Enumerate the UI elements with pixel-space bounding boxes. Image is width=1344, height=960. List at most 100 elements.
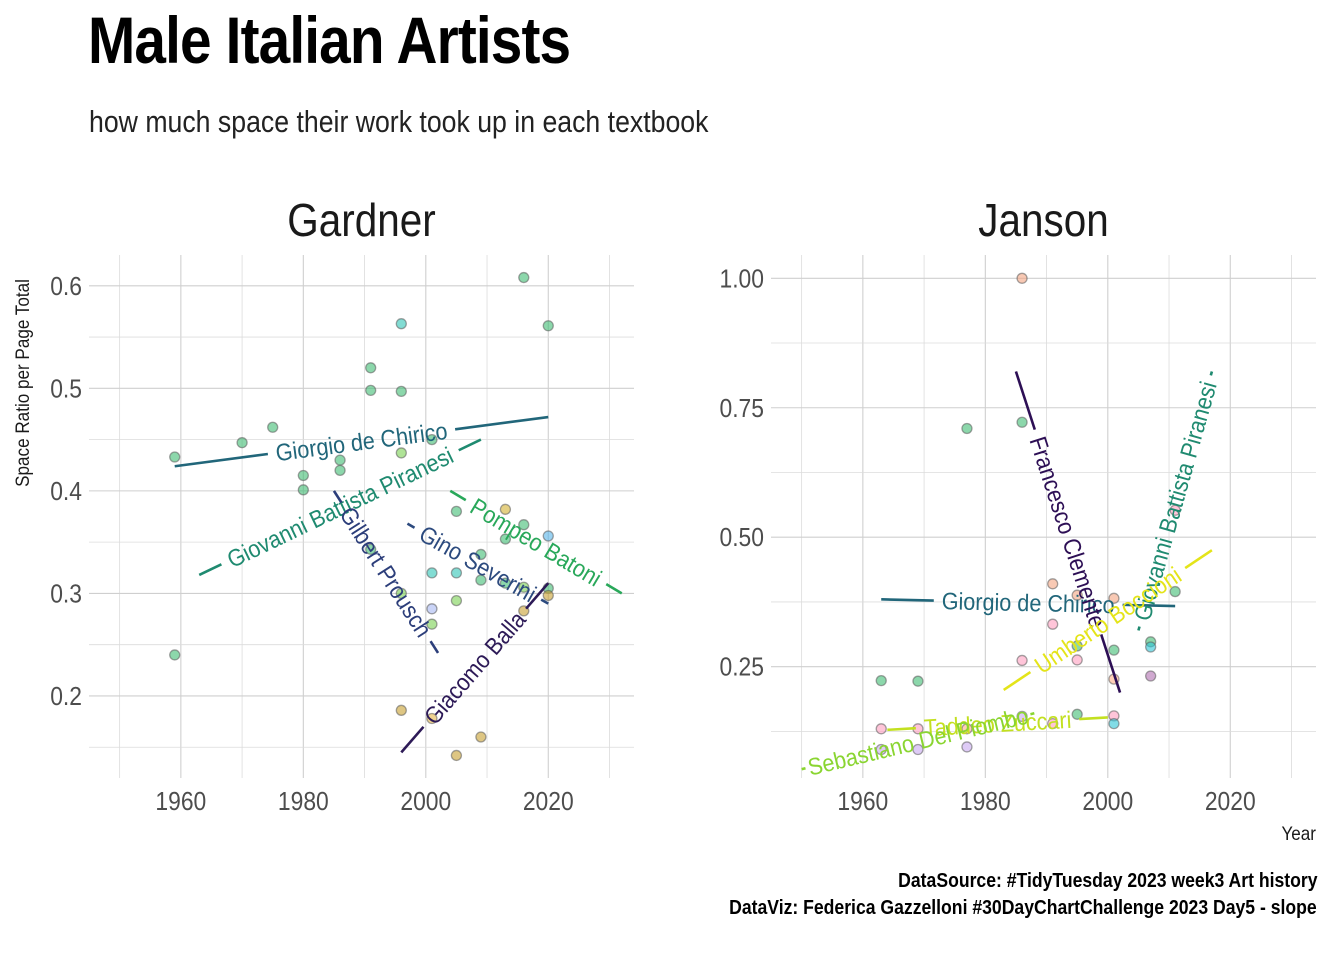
data-point bbox=[1047, 717, 1059, 730]
data-point bbox=[450, 567, 463, 579]
data-point bbox=[875, 674, 887, 687]
data-point bbox=[912, 743, 924, 756]
data-point bbox=[499, 577, 512, 589]
chart-title: Male Italian Artists bbox=[88, 3, 571, 77]
data-point bbox=[450, 594, 463, 607]
x-tick-label: 1980 bbox=[278, 788, 329, 817]
data-point bbox=[961, 422, 973, 435]
y-tick-label: 1.00 bbox=[720, 265, 764, 294]
data-point bbox=[1047, 578, 1059, 590]
slope-line bbox=[458, 438, 482, 452]
slope-line bbox=[540, 598, 549, 605]
data-point bbox=[875, 743, 887, 756]
data-point bbox=[1108, 717, 1120, 730]
slope-line bbox=[400, 725, 425, 754]
panel-title-janson: Janson bbox=[978, 196, 1108, 247]
data-point bbox=[426, 712, 438, 725]
data-point bbox=[1169, 504, 1181, 516]
slope-line bbox=[605, 583, 623, 595]
slope-group: Gilbert Prousch bbox=[332, 490, 440, 654]
data-point bbox=[475, 574, 487, 586]
slope-line bbox=[454, 415, 549, 431]
data-point bbox=[426, 567, 438, 579]
data-point bbox=[1071, 589, 1083, 601]
data-point bbox=[1108, 644, 1120, 656]
slope-line bbox=[1002, 670, 1032, 692]
y-tick-label: 0.75 bbox=[720, 394, 764, 423]
x-tick-label: 1960 bbox=[837, 788, 888, 817]
data-point bbox=[395, 447, 407, 459]
data-point bbox=[875, 723, 887, 735]
data-point bbox=[912, 675, 924, 687]
x-tick-label: 1980 bbox=[960, 788, 1011, 817]
data-point bbox=[365, 543, 377, 555]
data-point bbox=[426, 433, 438, 446]
data-point bbox=[365, 362, 377, 374]
x-tick-label: 2020 bbox=[523, 788, 574, 817]
slope-line bbox=[1014, 371, 1037, 431]
data-point bbox=[297, 469, 309, 482]
slope-group: Giorgio de Chirico bbox=[174, 415, 549, 468]
x-tick-label: 2020 bbox=[1205, 788, 1256, 817]
x-tick-label: 2000 bbox=[1082, 788, 1133, 817]
data-point bbox=[236, 437, 248, 449]
slope-line bbox=[1030, 712, 1035, 716]
slope-line bbox=[1184, 549, 1213, 570]
panel-gardner: Gardner 1960 1980 2000 2020 0.2 0.3 0.4 0.5 0.6 Gi… bbox=[50, 196, 634, 817]
data-point bbox=[1047, 618, 1059, 630]
data-point bbox=[499, 533, 512, 545]
y-tick-label: 0.6 bbox=[50, 272, 82, 301]
slope-line bbox=[1099, 634, 1122, 693]
slope-line bbox=[174, 452, 269, 468]
data-point bbox=[1145, 641, 1157, 653]
slope-line bbox=[1209, 371, 1214, 376]
y-tick-label: 0.3 bbox=[50, 580, 82, 609]
data-point bbox=[395, 318, 407, 330]
slope-label: Giorgio de Chirico bbox=[941, 587, 1114, 618]
slope-line bbox=[887, 726, 916, 732]
data-point bbox=[365, 384, 377, 397]
data-point bbox=[1071, 708, 1083, 720]
data-point bbox=[499, 503, 512, 515]
data-point bbox=[1145, 670, 1157, 682]
x-tick-label: 1960 bbox=[155, 788, 206, 817]
slope-line bbox=[332, 490, 343, 504]
y-tick-label: 0.50 bbox=[720, 524, 764, 553]
data-point bbox=[542, 320, 554, 332]
slope-label: Gilbert Prousch bbox=[334, 502, 437, 642]
data-point bbox=[297, 484, 309, 496]
data-point bbox=[450, 505, 463, 518]
data-point bbox=[1016, 272, 1028, 284]
data-point bbox=[450, 749, 463, 762]
data-point bbox=[1108, 592, 1120, 604]
slope-line bbox=[881, 598, 934, 602]
slope-line bbox=[1079, 716, 1108, 721]
data-point bbox=[518, 581, 530, 593]
data-point bbox=[267, 421, 279, 433]
data-point bbox=[518, 271, 530, 284]
slope-label: Sebastiano Del Piombo bbox=[805, 702, 1031, 781]
y-axis-label: Space Ratio per Page Total bbox=[12, 279, 33, 487]
caption-data-source: DataSource: #TidyTuesday 2023 week3 Art … bbox=[897, 870, 1317, 892]
data-point bbox=[169, 451, 181, 463]
data-point bbox=[395, 704, 407, 716]
data-point bbox=[1016, 416, 1028, 428]
slope-line bbox=[1122, 603, 1176, 608]
slope-line bbox=[449, 489, 467, 502]
data-point bbox=[426, 618, 438, 630]
data-point bbox=[542, 589, 554, 602]
chart-subtitle: how much space their work took up in eac… bbox=[89, 104, 709, 139]
slope-line bbox=[429, 640, 440, 654]
y-tick-label: 0.25 bbox=[720, 653, 764, 682]
slope-line bbox=[801, 766, 806, 771]
data-point bbox=[1071, 640, 1083, 652]
data-point bbox=[1016, 654, 1028, 667]
data-point bbox=[169, 649, 181, 661]
data-point bbox=[475, 548, 487, 561]
slope-group: Sebastiano Del Piombo bbox=[801, 702, 1035, 781]
data-point bbox=[395, 587, 407, 600]
y-tick-label: 0.5 bbox=[50, 375, 82, 404]
data-point bbox=[426, 603, 438, 615]
data-point bbox=[518, 519, 530, 531]
